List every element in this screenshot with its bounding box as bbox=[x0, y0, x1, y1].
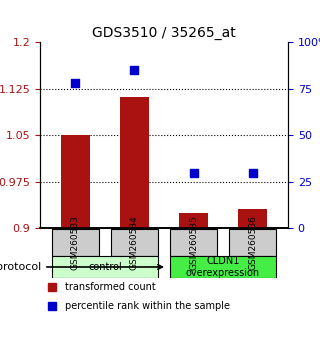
FancyBboxPatch shape bbox=[229, 229, 276, 256]
Bar bbox=[61, 136, 90, 228]
FancyBboxPatch shape bbox=[111, 229, 158, 256]
Point bbox=[250, 170, 255, 176]
FancyBboxPatch shape bbox=[170, 256, 276, 278]
Bar bbox=[120, 97, 149, 228]
Text: transformed count: transformed count bbox=[65, 282, 156, 292]
FancyBboxPatch shape bbox=[52, 256, 158, 278]
Bar bbox=[179, 213, 208, 228]
Text: percentile rank within the sample: percentile rank within the sample bbox=[65, 301, 230, 311]
Title: GDS3510 / 35265_at: GDS3510 / 35265_at bbox=[92, 26, 236, 40]
Text: GSM260534: GSM260534 bbox=[130, 215, 139, 270]
FancyBboxPatch shape bbox=[52, 229, 99, 256]
Bar bbox=[238, 209, 267, 228]
Point bbox=[132, 68, 137, 73]
Text: CLDN1
overexpression: CLDN1 overexpression bbox=[186, 256, 260, 278]
Point bbox=[73, 81, 78, 86]
FancyBboxPatch shape bbox=[170, 229, 217, 256]
Text: protocol: protocol bbox=[0, 262, 162, 272]
Point bbox=[191, 170, 196, 176]
Text: GSM260535: GSM260535 bbox=[189, 215, 198, 270]
Text: GSM260533: GSM260533 bbox=[71, 215, 80, 270]
Text: GSM260536: GSM260536 bbox=[248, 215, 257, 270]
Text: control: control bbox=[88, 262, 122, 272]
